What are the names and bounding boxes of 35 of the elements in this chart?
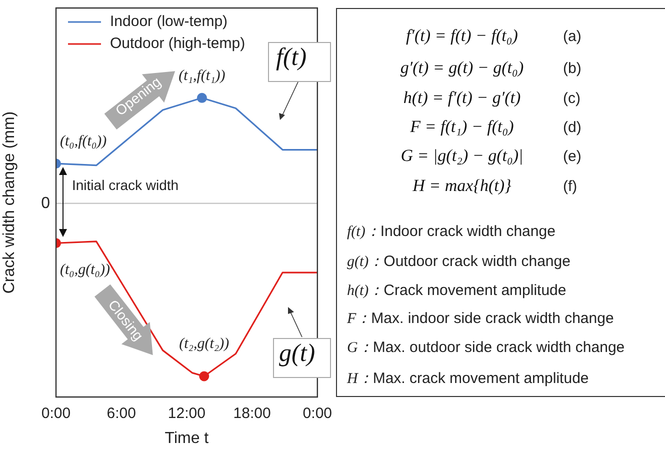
text: (e) [563, 148, 582, 165]
text: G = |g(t₂) − g(t₀)| [400, 146, 524, 165]
text: f(t) [276, 44, 307, 72]
x-tick-label: 6:00 [106, 405, 136, 422]
text: H：Max. crack movement amplitude [347, 369, 589, 388]
legend-label: Indoor (low-temp) [110, 13, 228, 30]
ref-line-label: 0 [41, 194, 50, 212]
annotation: (t₀,g(t₀)) [60, 262, 110, 278]
annotation: (t₀,f(t₀)) [60, 134, 107, 150]
x-tick-label: 18:00 [233, 405, 271, 422]
text: f′(t) = f(t) − f(t₀) [406, 26, 518, 45]
text: g(t)：Outdoor crack width change [347, 252, 570, 271]
text: f(t)：Indoor crack width change [347, 222, 556, 241]
x-tick-label: 0:00 [302, 405, 332, 422]
text: (f) [563, 178, 578, 195]
text: h(t)：Crack movement amplitude [347, 281, 566, 300]
x-axis-title: Time t [164, 430, 210, 447]
text: (c) [563, 90, 580, 107]
text: (a) [563, 28, 582, 45]
annotation: (t₂,g(t₂)) [179, 336, 230, 352]
annotation: Initial crack width [72, 177, 179, 193]
text: G：Max. outdoor side crack width change [347, 338, 625, 357]
text: (d) [563, 119, 582, 136]
x-tick-label: 0:00 [41, 405, 71, 422]
annotation: g(t) [279, 340, 316, 368]
text: (b) [563, 60, 582, 77]
text: g′(t) = g(t) − g(t₀) [400, 58, 524, 77]
text: h(t) = f′(t) − g′(t) [403, 88, 521, 107]
text: F：Max. indoor side crack width change [347, 309, 614, 328]
y-axis-title: Crack width change (mm) [1, 111, 18, 294]
text: F = f(t₁) − f(t₀) [410, 117, 514, 136]
x-tick-label: 12:00 [168, 405, 206, 422]
text: H = max{h(t)} [412, 176, 512, 195]
annotation: (t₁,f(t₁)) [178, 68, 226, 84]
legend-label: Outdoor (high-temp) [110, 35, 246, 52]
